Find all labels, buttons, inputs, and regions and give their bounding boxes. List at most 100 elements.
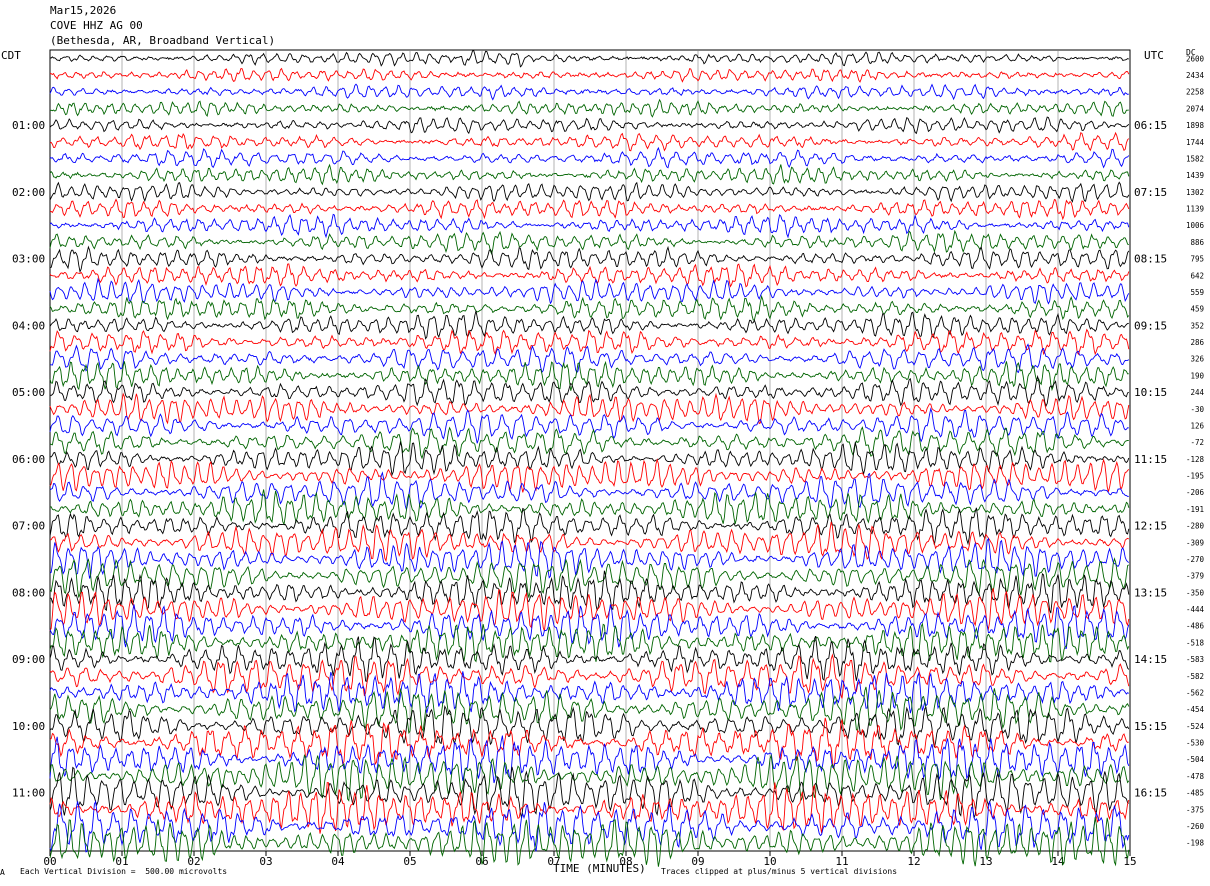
- dc-offset-label: 559: [1190, 288, 1204, 297]
- right-timezone-label: UTC: [1144, 49, 1164, 62]
- header-station: COVE HHZ AG 00: [50, 19, 143, 32]
- dc-offset-label: 352: [1190, 321, 1204, 330]
- right-hour-label: 08:15: [1134, 253, 1167, 266]
- dc-offset-label: 795: [1190, 255, 1204, 264]
- dc-offset-label: 886: [1190, 238, 1204, 247]
- dc-offset-label: 1744: [1186, 138, 1205, 147]
- seismic-trace: [49, 49, 1129, 68]
- dc-offset-label: 2600: [1186, 54, 1205, 63]
- dc-offset-label: 1302: [1186, 188, 1204, 197]
- seismic-trace: [49, 635, 1130, 682]
- seismic-trace: [49, 277, 1130, 305]
- x-tick-label: 15: [1123, 855, 1136, 868]
- dc-offset-label: 2258: [1186, 88, 1205, 97]
- dc-offset-label: -191: [1186, 505, 1204, 514]
- dc-offset-label: 2074: [1186, 104, 1205, 113]
- right-hour-label: 12:15: [1134, 520, 1167, 533]
- dc-offset-label: -195: [1186, 472, 1204, 481]
- dc-offset-label: 326: [1190, 355, 1204, 364]
- right-hour-label: 15:15: [1134, 720, 1167, 733]
- seismic-trace: [49, 704, 1130, 748]
- seismic-trace: [49, 440, 1130, 477]
- seismic-trace: [49, 458, 1130, 493]
- dc-offset-label: 126: [1190, 421, 1204, 430]
- corner-mark: A: [0, 868, 5, 877]
- seismic-trace: [49, 717, 1129, 770]
- dc-offset-label: -280: [1186, 522, 1205, 531]
- seismic-trace: [49, 653, 1130, 699]
- x-tick-label: 10: [763, 855, 776, 868]
- left-hour-label: 07:00: [12, 520, 45, 533]
- seismic-trace: [49, 766, 1130, 819]
- dc-offset-label: -582: [1186, 672, 1204, 681]
- left-hour-label: 02:00: [12, 186, 45, 199]
- left-hour-label: 06:00: [12, 453, 45, 466]
- dc-offset-label: 1139: [1186, 205, 1204, 214]
- dc-offset-label: 286: [1190, 338, 1204, 347]
- seismic-trace: [49, 537, 1130, 579]
- seismic-trace: [49, 181, 1130, 203]
- dc-offset-label: 1439: [1186, 171, 1204, 180]
- right-hour-label: 10:15: [1134, 386, 1167, 399]
- dc-offset-label: -206: [1186, 488, 1205, 497]
- dc-offset-label: -518: [1186, 638, 1205, 647]
- left-hour-label: 09:00: [12, 653, 45, 666]
- dc-offset-label: 1582: [1186, 154, 1204, 163]
- seismic-trace: [49, 213, 1130, 239]
- seismic-trace: [49, 622, 1130, 663]
- right-hour-label: 06:15: [1134, 119, 1167, 132]
- dc-offset-label: -444: [1186, 605, 1205, 614]
- dc-offset-label: 190: [1190, 371, 1204, 380]
- seismic-trace: [49, 754, 1130, 802]
- x-tick-label: 04: [331, 855, 345, 868]
- seismic-trace: [49, 392, 1130, 425]
- seismic-trace: [49, 343, 1130, 374]
- left-hour-label: 01:00: [12, 119, 45, 132]
- seismic-trace: [49, 294, 1130, 321]
- dc-offset-label: -198: [1186, 839, 1205, 848]
- x-tick-label: 12: [907, 855, 920, 868]
- x-tick-label: 14: [1051, 855, 1065, 868]
- seismic-trace: [49, 374, 1129, 408]
- dc-offset-label: -530: [1186, 739, 1205, 748]
- plot-frame: [49, 49, 1131, 852]
- x-tick-label: 03: [259, 855, 272, 868]
- dc-offset-label: 1006: [1186, 221, 1205, 230]
- x-tick-label: 07: [547, 855, 560, 868]
- seismic-trace: [49, 800, 1130, 853]
- dc-offset-label: -350: [1186, 588, 1205, 597]
- seismic-trace: [49, 245, 1130, 274]
- right-hour-label: 07:15: [1134, 186, 1167, 199]
- dc-offset-label: 1898: [1186, 121, 1205, 130]
- seismic-trace: [49, 198, 1130, 221]
- header-location: (Bethesda, AR, Broadband Vertical): [50, 34, 276, 47]
- seismic-trace: [49, 471, 1129, 512]
- dc-header-label: DC: [1186, 48, 1196, 57]
- seismic-trace: [49, 426, 1129, 460]
- left-hour-label: 11:00: [12, 787, 45, 800]
- dc-offset-label: 244: [1190, 388, 1204, 397]
- dc-offset-label: -72: [1190, 438, 1204, 447]
- dc-offset-label: -309: [1186, 538, 1204, 547]
- dc-offset-label: -504: [1186, 755, 1205, 764]
- dc-offset-label: -478: [1186, 772, 1205, 781]
- seismic-trace: [49, 83, 1129, 101]
- seismic-trace: [49, 588, 1130, 632]
- seismic-trace: [49, 817, 1130, 867]
- seismic-trace: [49, 671, 1130, 714]
- left-hour-label: 08:00: [12, 586, 45, 599]
- seismic-trace: [49, 735, 1130, 784]
- left-hour-label: 05:00: [12, 386, 45, 399]
- x-tick-label: 05: [403, 855, 416, 868]
- seismic-trace: [49, 557, 1130, 598]
- seismic-trace: [49, 229, 1129, 256]
- seismic-trace: [49, 98, 1129, 118]
- seismic-trace: [49, 131, 1130, 152]
- seismic-trace: [49, 507, 1130, 546]
- x-tick-label: 00: [43, 855, 56, 868]
- dc-offset-label: -260: [1186, 822, 1205, 831]
- right-hour-label: 09:15: [1134, 319, 1167, 332]
- seismic-trace: [49, 489, 1130, 526]
- dc-offset-label: -30: [1190, 405, 1204, 414]
